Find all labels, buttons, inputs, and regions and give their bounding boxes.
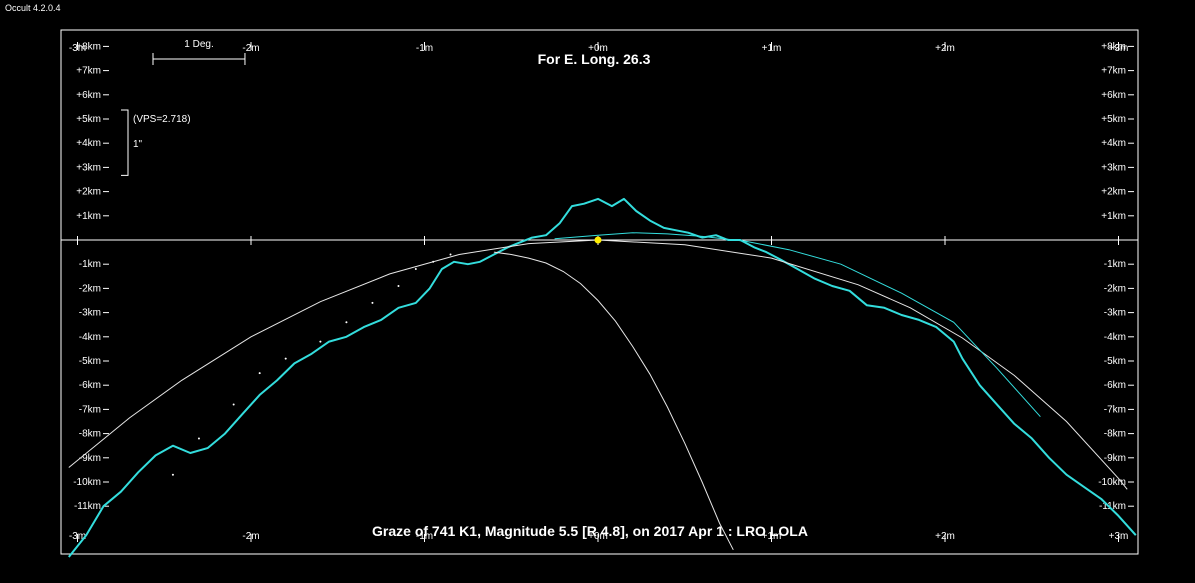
profile-dot [449,253,452,256]
series-limb-right [597,239,1128,490]
y-tick-label-left: +8km [76,41,101,52]
y-tick-label-left: -6km [79,380,101,391]
x-tick-label-bottom: -1m [416,531,433,542]
y-tick-label-left: +7km [76,66,101,77]
y-tick-label-left: +3km [76,162,101,173]
x-tick-label-bottom: +3m [1109,531,1129,542]
y-tick-label-right: +1km [1101,211,1126,222]
mark-layer [121,53,602,476]
y-tick-label-right: -4km [1104,332,1126,343]
y-tick-label-left: -1km [79,259,101,270]
y-tick-label-right: +7km [1101,66,1126,77]
x-tick-label-bottom: +1m [762,531,782,542]
profile-dot [284,357,287,360]
y-tick-label-right: -1km [1104,259,1126,270]
y-tick-label-left: +6km [76,90,101,101]
x-tick-label-bottom: -3m [69,531,86,542]
series-limb-left [68,239,599,468]
y-tick-label-left: -8km [79,429,101,440]
y-tick-label-right: +3km [1101,162,1126,173]
y-tick-label-right: -7km [1104,404,1126,415]
y-tick-label-right: -11km [1099,501,1126,512]
x-tick-label-bottom: +0m [588,531,608,542]
profile-dot [197,437,200,440]
y-tick-label-left: -10km [73,477,101,488]
profile-dot [319,340,322,343]
y-tick-label-right: -5km [1104,356,1126,367]
y-tick-label-right: +6km [1101,90,1126,101]
y-tick-label-left: -3km [79,308,101,319]
x-tick-label-bottom: -2m [242,531,259,542]
y-tick-label-right: +8km [1101,41,1126,52]
chart-caption: Graze of 741 K1, Magnitude 5.5 [R 4.8], … [372,523,808,539]
y-tick-label-right: +2km [1101,187,1126,198]
y-tick-label-left: -2km [79,283,101,294]
y-tick-label-left: +4km [76,138,101,149]
y-tick-label-right: -2km [1104,283,1126,294]
y-tick-label-right: -9km [1104,453,1126,464]
app-title: Occult 4.2.0.4 [5,3,61,13]
y-tick-label-left: +5km [76,114,101,125]
series-steep-curve [493,251,734,551]
profile-dot [171,473,174,476]
profile-dot [397,284,400,287]
chart-title: For E. Long. 26.3 [538,51,651,67]
y-tick-label-left: -11km [74,501,101,512]
y-tick-label-left: +1km [76,211,101,222]
y-tick-label-left: -9km [79,453,101,464]
vertical-scale-bracket [121,109,129,176]
profile-dot [258,372,261,375]
vps-label: (VPS=2.718) [133,114,191,125]
star-marker [594,236,602,244]
x-tick-label-top: -2m [242,43,259,54]
series-profile [68,197,1137,558]
x-tick-label-top: +0m [588,43,608,54]
profile-dot [414,268,417,271]
tick-layer: -3m-3m-2m-2m-1m-1m+0m+0m+1m+1m+2m+2m+3m+… [69,41,1134,542]
y-tick-label-right: +5km [1101,114,1126,125]
x-tick-label-top: -3m [69,43,86,54]
profile-dot [371,301,374,304]
x-tick-label-top: +1m [762,43,782,54]
vps-unit-label: 1" [133,139,143,150]
y-tick-label-right: -3km [1104,308,1126,319]
plot-frame [60,29,1139,555]
y-tick-label-right: -10km [1098,477,1126,488]
x-tick-label-top: +3m [1109,43,1129,54]
y-tick-label-left: +2km [76,187,101,198]
profile-dot [232,403,235,406]
y-tick-label-right: -8km [1104,429,1126,440]
profile-dot [432,260,435,263]
y-tick-label-left: -5km [79,356,101,367]
y-tick-label-right: +4km [1101,138,1126,149]
y-tick-label-left: -4km [79,332,101,343]
x-tick-label-bottom: +2m [935,531,955,542]
x-tick-label-top: +2m [935,43,955,54]
series-fit-segments [554,232,1041,418]
x-tick-label-top: -1m [416,43,433,54]
profile-dot [345,321,348,324]
curve-layer [68,197,1137,558]
y-tick-label-left: -7km [79,404,101,415]
y-tick-label-right: -6km [1104,380,1126,391]
scale-bar-label: 1 Deg. [184,39,213,50]
